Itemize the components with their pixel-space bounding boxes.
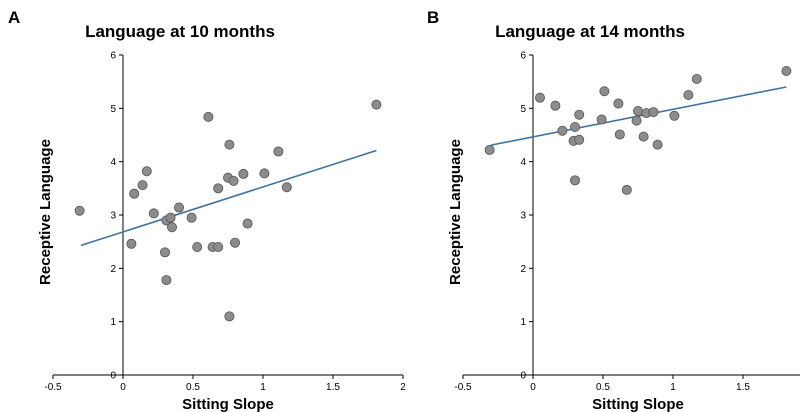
- data-point-a-10: [166, 222, 177, 233]
- y-tick-label-a-4: 4: [110, 157, 116, 168]
- data-point-b-14: [631, 115, 642, 126]
- data-point-a-19: [224, 139, 235, 150]
- data-point-a-13: [192, 241, 203, 252]
- data-point-a-27: [224, 311, 235, 322]
- x-axis-title-b: Sitting Slope: [592, 396, 684, 412]
- y-axis-title-a: Receptive Language: [37, 139, 54, 285]
- data-point-b-9: [596, 114, 607, 125]
- data-point-a-22: [238, 168, 249, 179]
- data-point-a-12: [186, 212, 197, 223]
- chart-title-a: Language at 10 months: [85, 22, 275, 41]
- data-point-b-1: [535, 92, 546, 103]
- data-point-a-11: [173, 202, 184, 213]
- data-point-b-11: [613, 98, 624, 109]
- data-point-b-13: [621, 184, 632, 195]
- x-tick-label-a-5: 2: [400, 382, 406, 393]
- y-axis-title-b: Receptive Language: [447, 139, 464, 285]
- y-tick-label-a-0: 0: [110, 371, 116, 382]
- y-tick-label-a-2: 2: [110, 264, 116, 275]
- y-tick-label-b-4: 4: [520, 157, 526, 168]
- data-point-a-8: [161, 275, 172, 286]
- x-tick-label-a-0: -0.5: [44, 382, 62, 393]
- data-point-b-23: [781, 66, 792, 77]
- panel-label-b: B: [427, 8, 439, 27]
- data-point-b-8: [574, 134, 585, 145]
- data-point-a-9: [165, 212, 176, 223]
- y-tick-label-b-5: 5: [520, 104, 526, 115]
- data-point-b-12: [614, 129, 625, 140]
- data-point-a-20: [228, 175, 239, 186]
- data-point-b-7: [574, 109, 585, 120]
- data-point-b-6: [570, 175, 581, 186]
- x-tick-label-b-0: -0.5: [454, 382, 472, 393]
- y-tick-label-b-6: 6: [520, 51, 526, 62]
- data-point-a-4: [141, 166, 152, 177]
- panel-b: B Language at 14 months Sitting Slope Re…: [427, 8, 800, 412]
- x-tick-label-a-2: 0.5: [186, 382, 200, 393]
- data-point-b-20: [669, 110, 680, 121]
- data-point-b-15: [633, 106, 644, 117]
- x-tick-label-b-1: 0: [530, 382, 536, 393]
- data-point-b-5: [570, 122, 581, 133]
- data-point-a-24: [259, 168, 270, 179]
- data-point-a-17: [213, 183, 224, 194]
- data-point-a-14: [203, 111, 214, 122]
- panel-a: A Language at 10 months Sitting Slope Re…: [8, 8, 406, 412]
- x-tick-label-a-4: 1.5: [326, 382, 340, 393]
- x-tick-label-b-3: 1: [670, 382, 676, 393]
- data-point-b-0: [484, 144, 495, 155]
- panel-label-a: A: [8, 8, 20, 27]
- x-tick-label-a-1: 0: [120, 382, 126, 393]
- y-tick-label-a-3: 3: [110, 211, 116, 222]
- y-tick-label-a-5: 5: [110, 104, 116, 115]
- chart-title-b: Language at 14 months: [495, 22, 685, 41]
- data-point-b-10: [599, 86, 610, 97]
- data-point-b-2: [550, 100, 561, 111]
- data-point-a-1: [126, 238, 137, 249]
- data-point-a-21: [229, 237, 240, 248]
- data-point-b-19: [652, 139, 663, 150]
- data-point-a-23: [242, 218, 253, 229]
- x-tick-label-b-2: 0.5: [596, 382, 610, 393]
- y-tick-label-a-1: 1: [110, 317, 116, 328]
- x-tick-label-a-3: 1: [260, 382, 266, 393]
- data-point-b-22: [691, 74, 702, 85]
- data-point-a-28: [371, 99, 382, 110]
- trend-line-a: [80, 149, 377, 247]
- x-axis-title-a: Sitting Slope: [182, 396, 274, 412]
- y-tick-label-b-3: 3: [520, 211, 526, 222]
- data-point-a-16: [213, 241, 224, 252]
- y-tick-label-b-0: 0: [520, 371, 526, 382]
- data-point-b-3: [557, 125, 568, 136]
- data-point-a-26: [281, 182, 292, 193]
- x-tick-label-b-4: 1.5: [736, 382, 750, 393]
- data-point-a-2: [129, 188, 140, 199]
- data-point-b-16: [638, 131, 649, 142]
- y-tick-label-b-1: 1: [520, 317, 526, 328]
- y-tick-label-b-2: 2: [520, 264, 526, 275]
- data-point-b-18: [648, 107, 659, 118]
- data-point-a-25: [273, 146, 284, 157]
- data-point-a-6: [159, 247, 170, 258]
- data-point-a-0: [74, 205, 85, 216]
- data-point-a-5: [148, 208, 159, 219]
- data-point-b-21: [683, 90, 694, 101]
- data-point-a-3: [137, 180, 148, 191]
- y-tick-label-a-6: 6: [110, 51, 116, 62]
